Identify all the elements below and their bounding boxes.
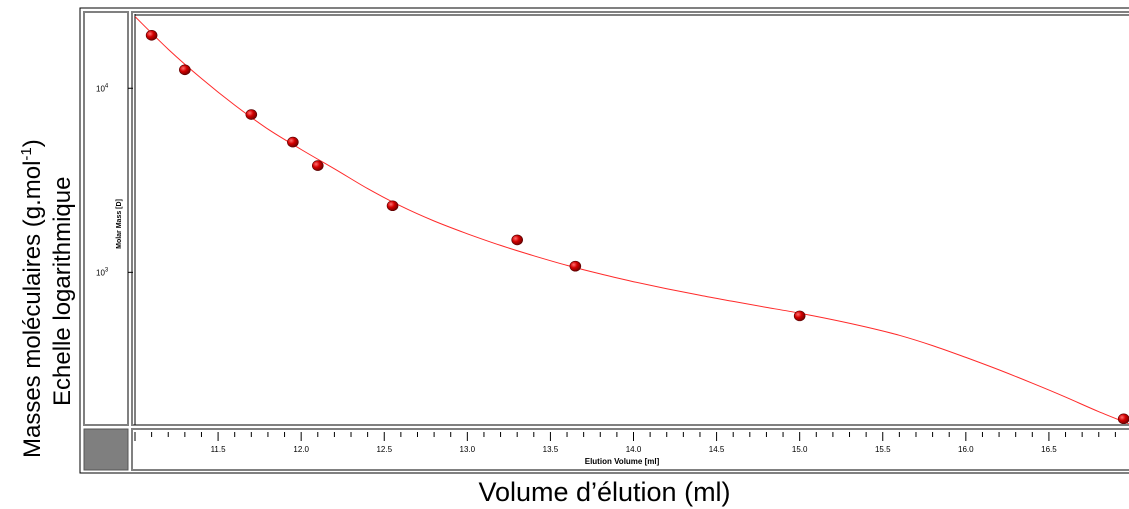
- data-point: [287, 136, 299, 148]
- x-tick-label: 13.5: [543, 445, 559, 454]
- data-point: [793, 310, 806, 322]
- data-point: [1117, 413, 1129, 424]
- fit-curve-line: [135, 16, 1129, 424]
- outer-ylabel-line2: Echelle logarithmique: [49, 177, 76, 406]
- x-tick-label: 11.5: [211, 445, 227, 454]
- y-ticks: 104 103: [96, 83, 133, 277]
- x-tick-label: 15.0: [792, 445, 808, 454]
- outer-ylabel-line1: Masses moléculaires (g.mol-1): [18, 139, 46, 458]
- x-tick-label: 16.0: [958, 445, 974, 454]
- outer-y-axis-label-svg: Masses moléculaires (g.mol-1) Echelle lo…: [18, 139, 76, 458]
- y-axis-panel: [83, 11, 129, 426]
- x-tick-label: 12.0: [293, 445, 309, 454]
- outer-ylabel-line1-sup: -1: [18, 147, 35, 160]
- plot-area-frame: [131, 11, 1129, 426]
- data-point: [569, 260, 582, 272]
- outer-ylabel-line1-main: Masses moléculaires (g.mol: [19, 161, 46, 458]
- data-point: [386, 200, 399, 212]
- x-ticks: 11.5 12.0 12.5 13.0 13.5 14.0 14.5 15.0 15.5 16.0…: [134, 432, 1116, 454]
- outer-y-axis-label: Masses moléculaires (g.mol-1) Echelle lo…: [0, 0, 78, 470]
- x-tick-label: 14.5: [709, 445, 725, 454]
- y-tick-label: 104: [96, 83, 109, 93]
- x-tick-label: 15.5: [875, 445, 891, 454]
- x-tick-label: 12.5: [376, 445, 392, 454]
- x-tick-label: 14.0: [626, 445, 642, 454]
- data-point: [179, 64, 191, 76]
- x-axis-title: Elution Volume [ml]: [585, 457, 660, 466]
- outer-x-axis-label: Volume d’élution (ml): [478, 477, 731, 507]
- data-point: [145, 29, 158, 41]
- data-points: [145, 29, 1129, 424]
- chart: Molar Mass [D] 104 103 11.5 12.0 12.5 13.0 13…: [79, 7, 1129, 474]
- data-point: [311, 160, 324, 171]
- x-axis-panel: [131, 428, 1129, 471]
- data-point: [511, 234, 523, 246]
- x-tick-label: 13.0: [460, 445, 476, 454]
- outer-ylabel-line1-end: ): [19, 139, 46, 147]
- y-axis-title: Molar Mass [D]: [116, 199, 123, 249]
- y-tick-label: 103: [96, 267, 109, 277]
- data-point: [245, 109, 258, 120]
- x-tick-label: 16.5: [1041, 445, 1057, 454]
- corner-block: [83, 428, 129, 471]
